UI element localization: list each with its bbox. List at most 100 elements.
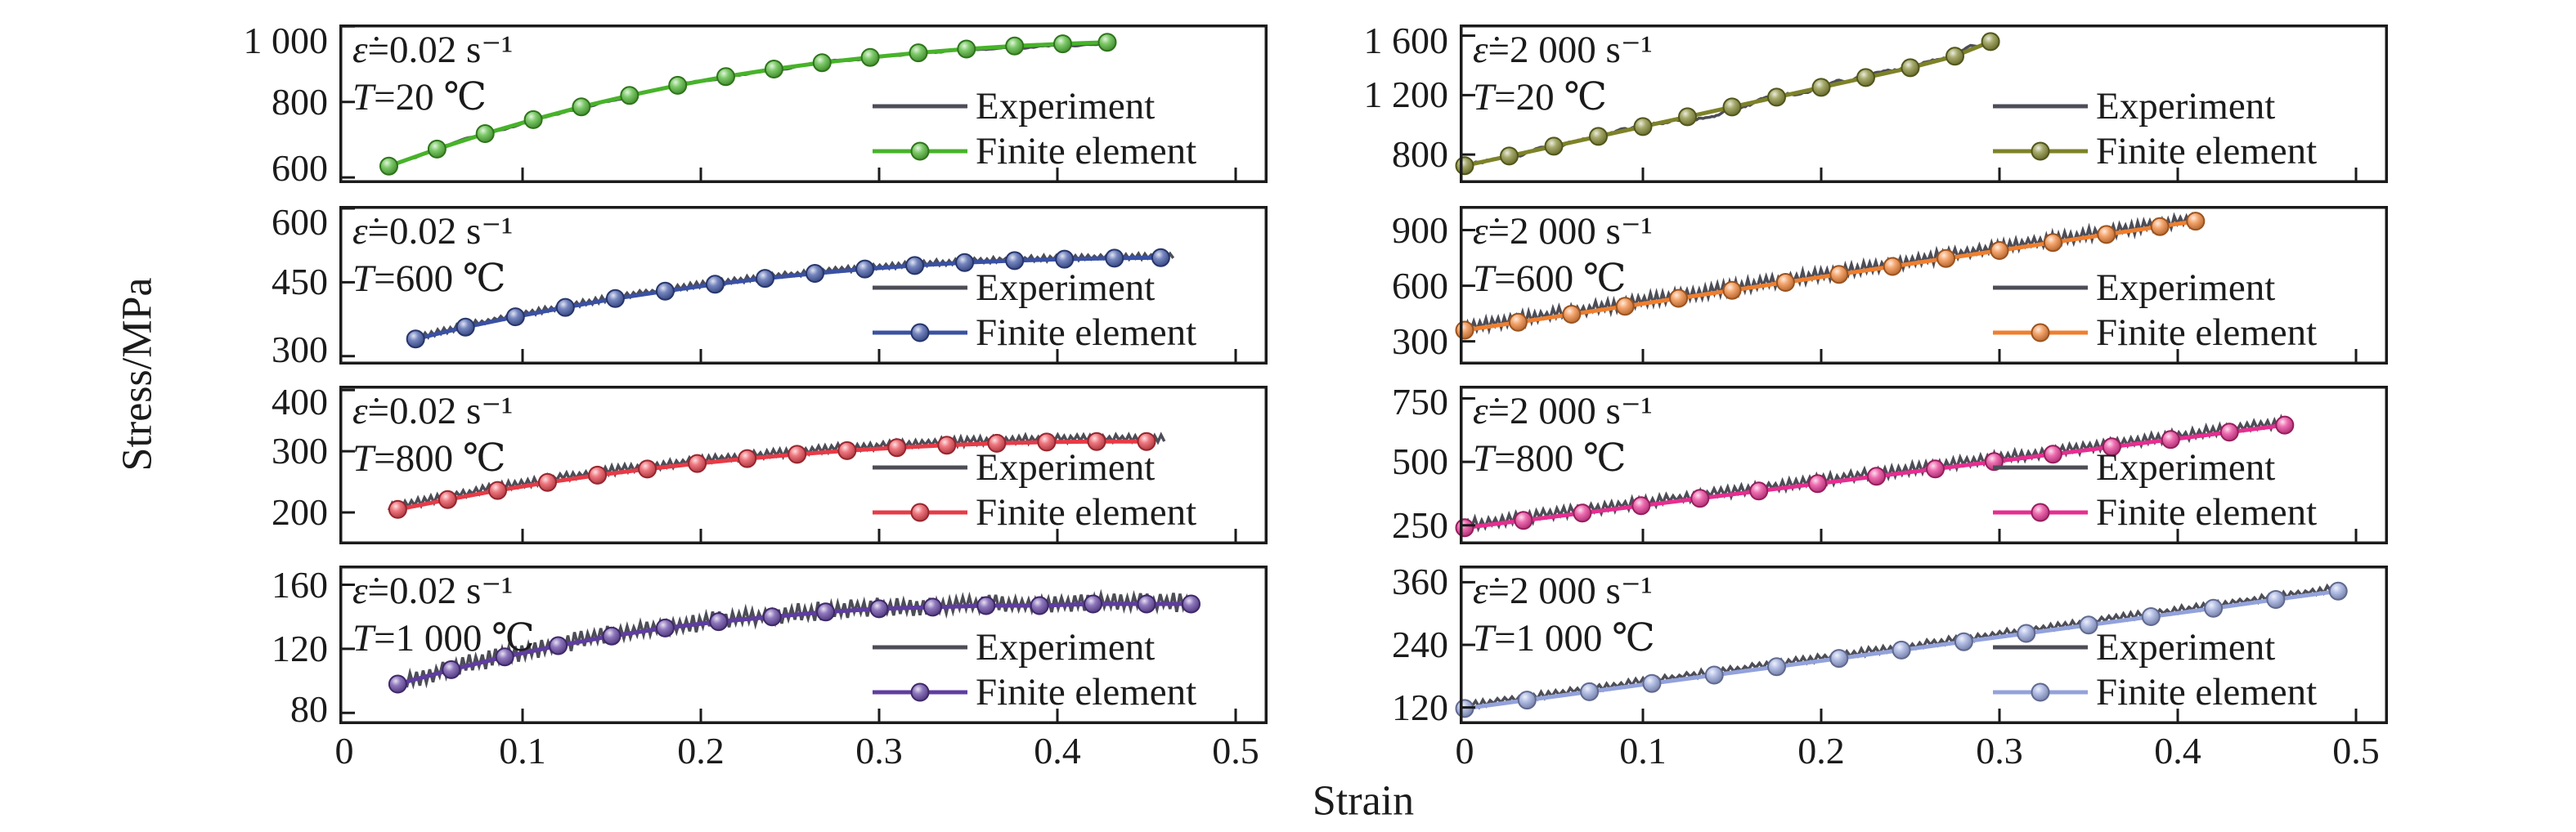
finite-element-marker [1767, 657, 1786, 677]
legend-experiment-label: Experiment [2096, 84, 2276, 127]
finite-element-marker [1892, 640, 1911, 660]
finite-element-marker [1097, 33, 1117, 52]
subplot-rate2000-T800: 250 500 750 ε̇=2 000 s⁻¹ T=800 ℃ Experiment Fi… [1392, 383, 2388, 544]
finite-element-marker [1087, 432, 1106, 451]
y-tick-label: 1 000 [243, 20, 329, 61]
plot-border [1460, 25, 2388, 183]
finite-element-line-sample [873, 141, 967, 160]
finite-element-marker [442, 660, 461, 679]
finite-element-marker [505, 307, 525, 327]
legend: Experiment Finite element [871, 624, 1196, 714]
legend-experiment-label: Experiment [976, 625, 1156, 669]
finite-element-marker [1508, 312, 1528, 332]
finite-element-marker [1615, 297, 1635, 316]
y-tick-label: 250 [1392, 503, 1448, 546]
plot-border [1460, 386, 2388, 544]
finite-element-marker [837, 441, 857, 460]
finite-element-marker [957, 39, 976, 59]
x-tick-label: 0.2 [677, 730, 725, 772]
x-tick-label: 0.4 [1034, 730, 1081, 772]
finite-element-marker [605, 289, 625, 308]
subplot-rate2000-T600: 300 600 900 ε̇=2 000 s⁻¹ T=600 ℃ Experiment Fi… [1392, 206, 2388, 365]
y-tick-label: 360 [1392, 561, 1448, 603]
subplot-rate0.02-T20: 600 800 1 000 ε̇=0.02 s⁻¹ T=20 ℃ Experiment Fi… [244, 22, 1268, 187]
finite-element-marker [860, 47, 880, 67]
finite-element-marker [1105, 248, 1124, 268]
legend: Experiment Finite element [1991, 265, 2317, 355]
y-tick-label: 750 [1392, 381, 1448, 423]
finite-element-marker [976, 596, 996, 615]
legend-item-finite-element: Finite element [1991, 490, 2317, 535]
finite-element-marker [922, 597, 942, 617]
finite-element-marker [955, 253, 975, 272]
finite-element-marker [1500, 146, 1519, 166]
y-tick-label: 120 [1392, 686, 1448, 728]
strain-rate-label: ε̇=2 000 s⁻¹ [1473, 29, 1653, 71]
condition-annotation: ε̇=2 000 s⁻¹ T=800 ℃ [1473, 387, 1653, 482]
finite-element-marker [602, 626, 622, 646]
finite-element-marker [1936, 248, 1956, 268]
legend-item-finite-element: Finite element [871, 669, 1196, 714]
y-tick-label: 400 [272, 381, 328, 423]
legend-finite-element-label: Finite element [976, 129, 1197, 172]
strain-rate-label: ε̇=0.02 s⁻¹ [352, 29, 514, 71]
y-tick-label: 1 600 [1363, 20, 1449, 61]
finite-element-marker [655, 618, 675, 637]
condition-annotation: ε̇=0.02 s⁻¹ T=1 000 ℃ [352, 567, 535, 662]
finite-element-marker [1749, 481, 1769, 501]
legend-finite-element-label: Finite element [976, 311, 1197, 354]
experiment-curve [405, 588, 1198, 690]
finite-element-marker [2097, 225, 2116, 244]
legend-item-experiment: Experiment [1991, 83, 2317, 128]
strain-rate-label: ε̇=2 000 s⁻¹ [1473, 570, 1653, 612]
temperature-label: T=600 ℃ [352, 257, 506, 300]
finite-element-marker [705, 275, 725, 294]
y-tick-label: 900 [1392, 208, 1448, 251]
finite-element-marker [638, 459, 657, 479]
finite-element-marker [738, 449, 757, 468]
y-tick-label: 300 [272, 430, 328, 472]
finite-element-marker [1829, 649, 1849, 669]
strain-rate-symbol: ε̇ [352, 390, 368, 432]
temperature-symbol: T [352, 257, 375, 300]
finite-element-curve [388, 40, 1108, 168]
plot-area-rate2000-T1000 [1455, 566, 2388, 724]
legend-finite-element-label: Finite element [2096, 670, 2318, 713]
finite-element-marker [764, 60, 783, 78]
legend-item-experiment: Experiment [1991, 265, 2317, 310]
legend-finite-element-label: Finite element [976, 490, 1197, 534]
finite-element-marker [869, 599, 889, 619]
x-tick-label: 0.3 [1976, 730, 2023, 772]
finite-element-marker [1722, 280, 1742, 300]
temperature-symbol: T [1473, 617, 1495, 660]
finite-element-marker [1455, 320, 1474, 340]
experiment-line-sample [873, 285, 967, 289]
experiment-line-sample [1993, 104, 2088, 108]
legend: Experiment Finite element [871, 445, 1196, 535]
finite-element-marker [1517, 691, 1537, 710]
finite-element-marker [572, 97, 591, 117]
finite-element-marker [1856, 68, 1875, 87]
temperature-label: T=1 000 ℃ [1473, 617, 1655, 660]
temperature-label: T=800 ℃ [1473, 437, 1627, 480]
subplot-rate0.02-T600: 300 450 600 ε̇=0.02 s⁻¹ T=600 ℃ Experiment Fin… [272, 204, 1268, 369]
finite-element-marker [1589, 127, 1608, 146]
finite-element-marker [620, 86, 640, 105]
y-tick-label: 160 [272, 563, 328, 606]
temperature-label: T=600 ℃ [1473, 257, 1627, 300]
finite-element-marker [1767, 87, 1786, 107]
y-tick-label: 300 [272, 329, 328, 370]
plot-area-rate2000-T20 [1455, 25, 2388, 183]
finite-element-line-sample [1993, 323, 2088, 342]
finite-element-marker [495, 647, 514, 667]
condition-annotation: ε̇=0.02 s⁻¹ T=800 ℃ [352, 387, 513, 482]
finite-element-marker [1981, 32, 2000, 51]
finite-element-curve [397, 602, 1192, 687]
y-tick-label: 600 [1392, 264, 1448, 306]
legend-experiment-label: Experiment [976, 266, 1156, 309]
finite-element-marker [1455, 156, 1474, 176]
plot-border [339, 566, 1268, 724]
legend-item-experiment: Experiment [871, 445, 1196, 490]
temperature-symbol: T [352, 76, 375, 119]
